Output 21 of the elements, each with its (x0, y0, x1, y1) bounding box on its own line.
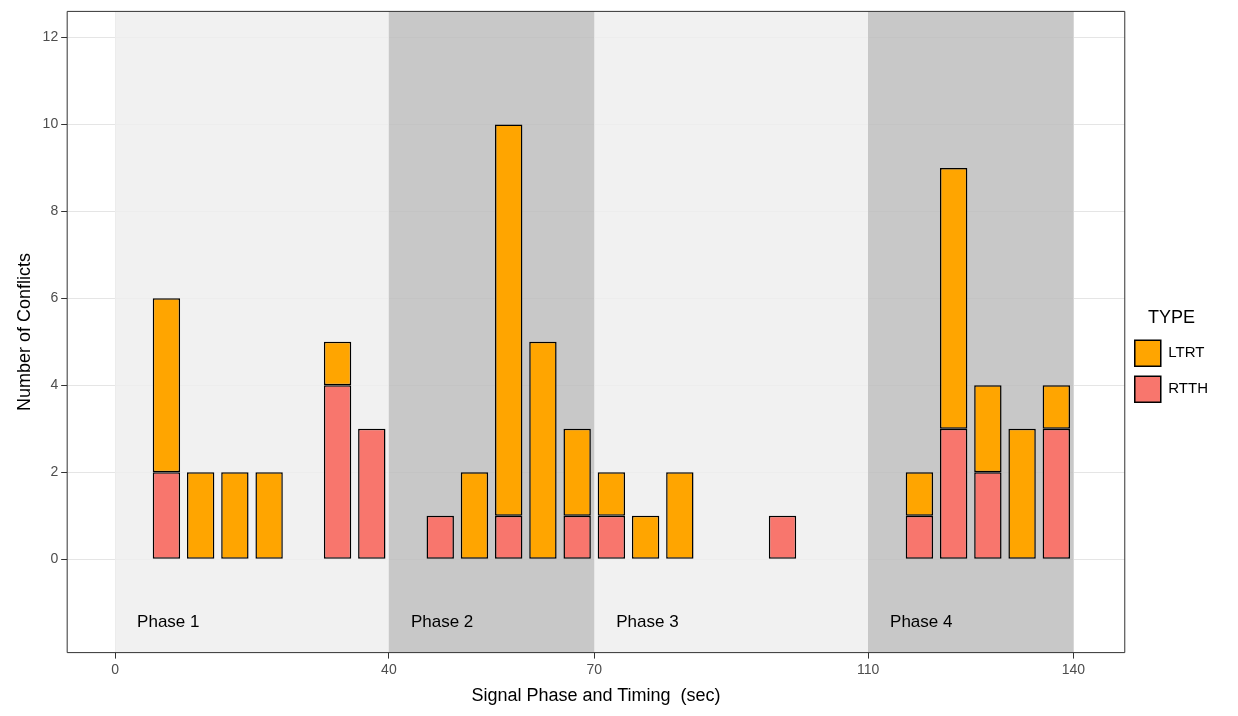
y-tick-label: 10 (42, 115, 59, 132)
y-tick-label: 12 (42, 28, 59, 45)
y-tick-label: 2 (50, 463, 59, 480)
x-axis-title: Signal Phase and Timing (sec) (471, 685, 721, 706)
legend-title: TYPE (1147, 306, 1195, 327)
band-label: Phase 2 (410, 611, 474, 631)
y-tick-label: 6 (50, 289, 59, 306)
y-tick-label: 8 (50, 202, 59, 219)
y-tick-label: 0 (50, 550, 59, 566)
x-tick-label: 140 (1061, 660, 1086, 677)
band-label: Phase 4 (890, 611, 953, 631)
x-tick-label: 70 (586, 660, 603, 677)
x-tick-label: 40 (381, 660, 397, 677)
y-axis-title: Number of Conflicts (13, 252, 34, 412)
band-label: Phase 3 (616, 611, 679, 631)
legend-label: LTRT (1168, 343, 1205, 361)
x-tick-label: 110 (856, 660, 880, 677)
legend-label: RTTH (1168, 379, 1209, 397)
band-label: Phase 1 (137, 611, 200, 631)
y-tick-label: 4 (50, 376, 59, 393)
x-tick-label: 0 (111, 660, 120, 677)
